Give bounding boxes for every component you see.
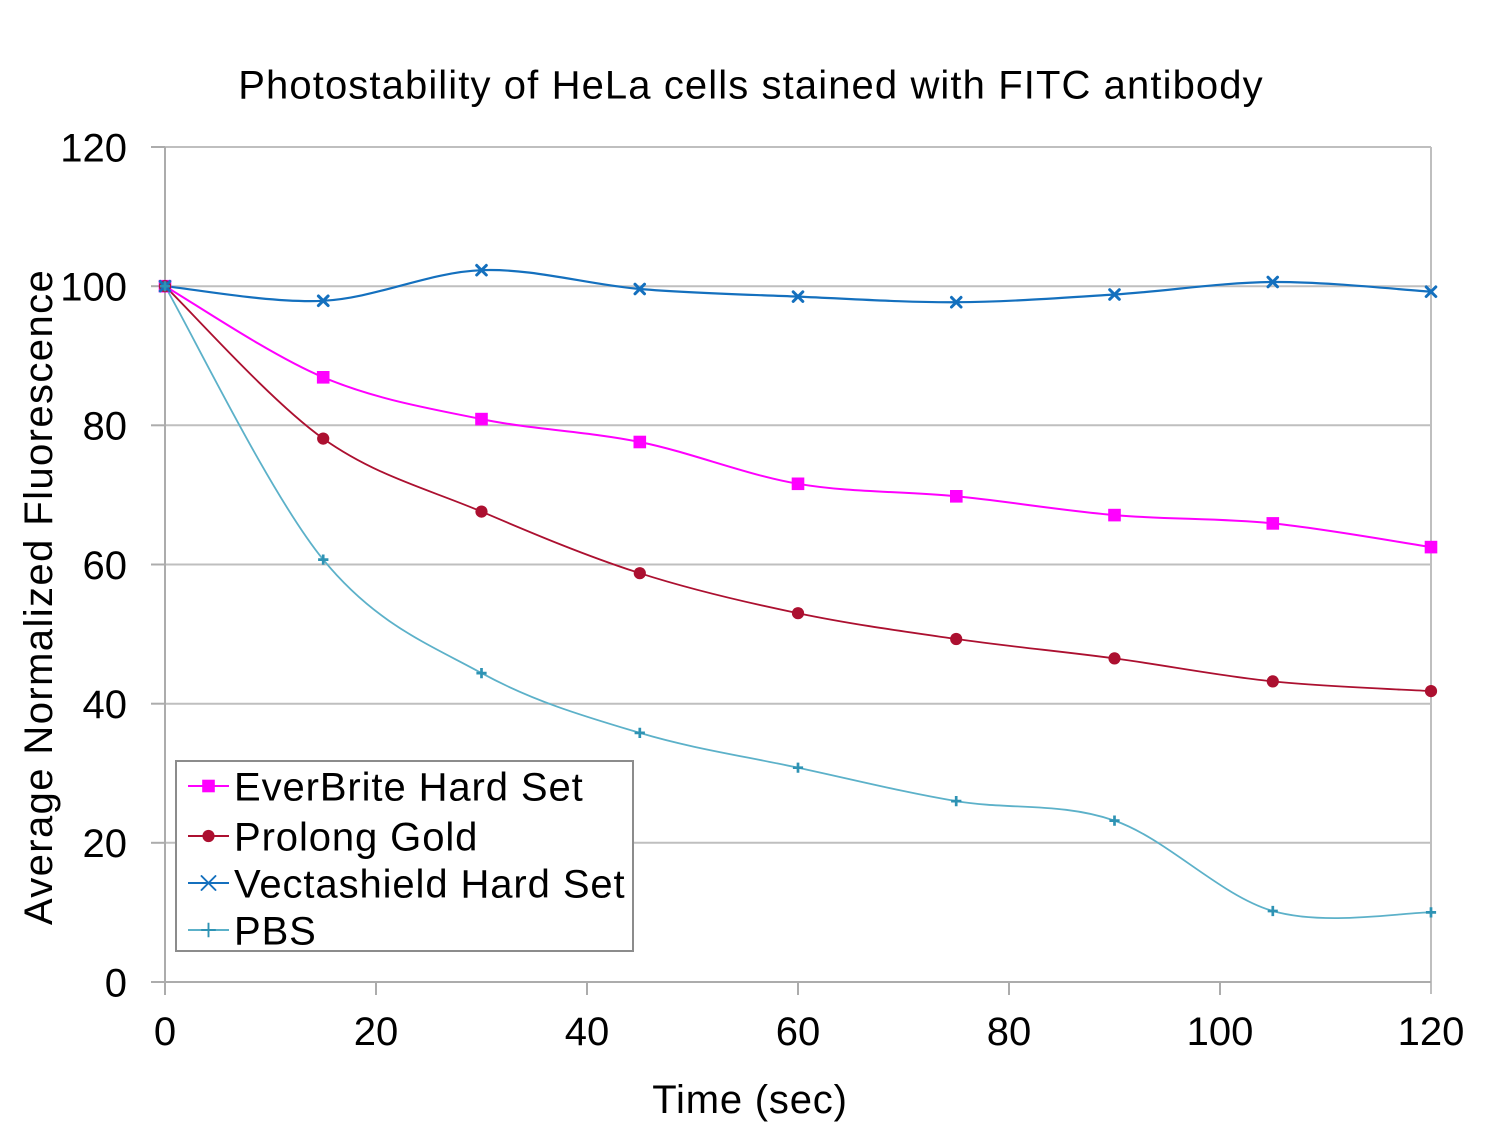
svg-text:Vectashield Hard Set: Vectashield Hard Set bbox=[234, 862, 626, 906]
svg-text:120: 120 bbox=[1398, 1010, 1465, 1054]
svg-text:EverBrite Hard Set: EverBrite Hard Set bbox=[234, 765, 584, 809]
svg-text:Photostability of HeLa cells s: Photostability of HeLa cells stained wit… bbox=[238, 64, 1263, 108]
svg-text:20: 20 bbox=[83, 822, 128, 866]
svg-text:80: 80 bbox=[987, 1010, 1032, 1054]
svg-text:40: 40 bbox=[565, 1010, 610, 1054]
svg-text:20: 20 bbox=[354, 1010, 399, 1054]
svg-text:0: 0 bbox=[154, 1010, 176, 1054]
svg-text:40: 40 bbox=[83, 683, 128, 727]
svg-text:PBS: PBS bbox=[234, 909, 317, 953]
svg-text:60: 60 bbox=[776, 1010, 821, 1054]
svg-text:100: 100 bbox=[1187, 1010, 1254, 1054]
svg-text:Average Normalized Fluorescenc: Average Normalized Fluorescence bbox=[17, 269, 61, 925]
svg-text:0: 0 bbox=[105, 961, 127, 1005]
svg-text:60: 60 bbox=[83, 544, 128, 588]
svg-text:Prolong Gold: Prolong Gold bbox=[234, 815, 478, 859]
svg-text:120: 120 bbox=[60, 126, 127, 170]
svg-text:100: 100 bbox=[60, 266, 127, 310]
svg-text:Time (sec): Time (sec) bbox=[652, 1078, 847, 1122]
svg-text:80: 80 bbox=[83, 405, 128, 449]
